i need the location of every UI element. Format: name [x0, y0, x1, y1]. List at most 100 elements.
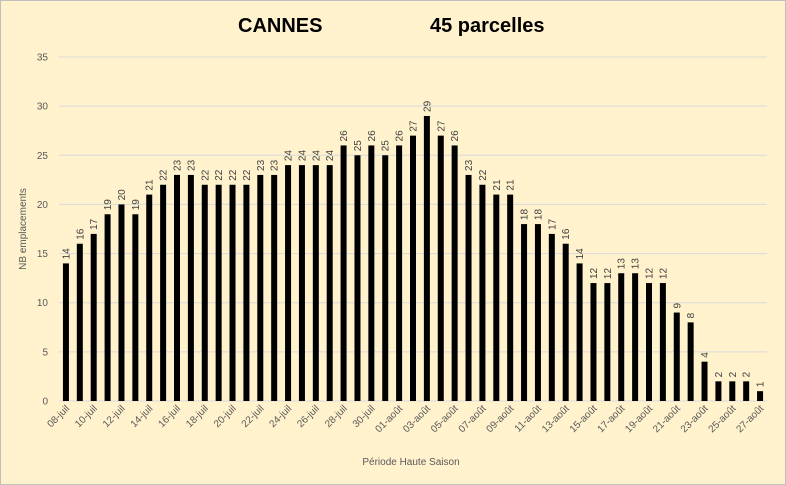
bar — [479, 184, 486, 401]
data-label: 14 — [61, 248, 72, 260]
x-tick-label: 22-juil — [240, 403, 267, 430]
x-tick-label: 27-août — [734, 403, 766, 435]
bar — [146, 194, 153, 401]
data-label: 27 — [409, 120, 420, 132]
bar — [618, 273, 625, 401]
data-label: 21 — [145, 179, 156, 191]
bar — [673, 312, 680, 401]
bar — [396, 145, 403, 401]
bar — [451, 145, 458, 401]
bar — [382, 155, 389, 401]
y-tick-label: 25 — [37, 151, 49, 162]
chart-subtitle: 45 parcelles — [430, 15, 545, 37]
bar — [646, 283, 652, 401]
data-label: 4 — [700, 352, 711, 358]
data-label: 22 — [159, 169, 170, 181]
bar — [257, 174, 264, 401]
data-label: 8 — [686, 312, 697, 318]
data-label: 9 — [672, 303, 683, 309]
x-tick-label: 28-juil — [323, 403, 350, 430]
bar — [729, 381, 736, 401]
x-tick-label: 20-juil — [212, 403, 239, 430]
bar — [410, 135, 416, 401]
data-label: 16 — [561, 228, 572, 240]
x-tick-label: 19-août — [623, 403, 655, 435]
data-label: 20 — [117, 189, 128, 201]
bar — [590, 283, 597, 401]
bar — [576, 263, 583, 401]
bar — [132, 214, 139, 401]
bar — [632, 273, 639, 401]
x-tick-label: 08-juil — [45, 403, 72, 430]
x-tick-label: 17-août — [596, 403, 628, 435]
data-label: 16 — [75, 228, 86, 240]
x-tick-label: 07-août — [457, 403, 489, 435]
data-label: 13 — [617, 258, 628, 270]
bar — [368, 145, 375, 401]
bar — [187, 174, 194, 401]
data-label: 23 — [464, 159, 475, 171]
data-label: 14 — [575, 248, 586, 260]
bar — [215, 184, 222, 401]
bar — [715, 381, 722, 401]
data-label: 26 — [367, 130, 378, 142]
bar — [326, 165, 333, 401]
data-label: 23 — [270, 159, 281, 171]
x-tick-label: 03-août — [401, 403, 433, 435]
data-label: 22 — [228, 169, 239, 181]
data-label: 22 — [214, 169, 225, 181]
data-label: 27 — [436, 120, 447, 132]
bar — [160, 184, 167, 401]
data-label: 24 — [311, 150, 322, 162]
y-tick-label: 15 — [37, 249, 49, 260]
bar — [743, 381, 750, 401]
data-label: 25 — [381, 140, 392, 152]
data-label: 25 — [353, 140, 364, 152]
data-label: 29 — [422, 100, 433, 112]
bar — [701, 361, 708, 401]
data-label: 23 — [186, 159, 197, 171]
bar — [201, 184, 208, 401]
bar — [534, 224, 541, 401]
bar — [423, 115, 430, 401]
data-label: 22 — [200, 169, 211, 181]
data-label: 23 — [256, 159, 267, 171]
data-label: 2 — [742, 371, 753, 377]
y-tick-label: 20 — [37, 200, 49, 211]
y-tick-label: 0 — [42, 397, 48, 408]
bar — [76, 243, 83, 401]
bar — [757, 391, 764, 401]
data-label: 12 — [603, 267, 614, 279]
data-label: 1 — [756, 381, 767, 387]
bar — [340, 145, 347, 401]
data-label: 18 — [533, 209, 544, 221]
data-label: 13 — [631, 258, 642, 270]
x-tick-label: 12-juil — [101, 403, 128, 430]
bar — [298, 165, 305, 401]
data-label: 17 — [89, 218, 100, 230]
data-label: 12 — [589, 267, 600, 279]
bar — [271, 174, 278, 401]
bar — [548, 233, 555, 401]
x-tick-label: 24-juil — [268, 403, 295, 430]
data-label: 24 — [325, 150, 336, 162]
bar — [312, 165, 319, 401]
data-label: 23 — [173, 159, 184, 171]
x-tick-label: 25-août — [707, 403, 739, 435]
data-label: 2 — [728, 371, 739, 377]
x-tick-label: 05-août — [429, 403, 461, 435]
data-label: 19 — [131, 199, 142, 211]
bar — [437, 135, 444, 401]
x-tick-label: 01-août — [373, 403, 405, 435]
bar — [62, 263, 69, 401]
data-label: 17 — [547, 218, 558, 230]
y-axis-title: NB emplacements — [18, 188, 29, 270]
bar — [659, 283, 666, 401]
bar — [507, 194, 514, 401]
data-label: 24 — [297, 150, 308, 162]
data-label: 12 — [658, 267, 669, 279]
data-label: 21 — [506, 179, 517, 191]
data-label: 18 — [520, 209, 531, 221]
